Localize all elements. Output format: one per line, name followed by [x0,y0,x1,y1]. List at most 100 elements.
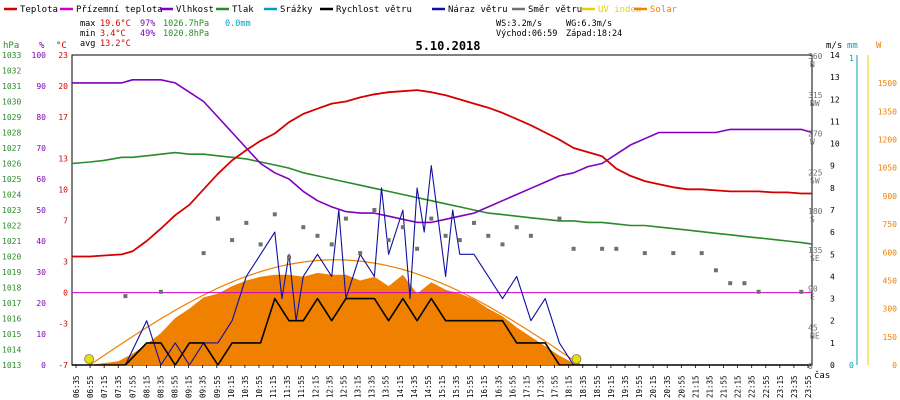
wind-direction-point [329,242,334,247]
legend-label: Srážky [280,5,313,15]
legend-label: Teplota [20,5,58,15]
axis-hpa-tick: 1031 [2,82,21,91]
axis-w-tick: 450 [883,276,898,285]
wind-direction-point [642,251,647,256]
series-tlak [71,151,813,245]
stats-block: max 19.6°C 97% 1026.7hPa 0.0mm min 3.4°C 49% 102… [80,19,622,49]
axis-mm-tick: 1 [849,54,854,63]
stats-value: 1020.8hPa [163,29,209,39]
x-tick-label: 18:35 [579,375,588,398]
axis-ms-tick: 8 [830,184,835,193]
wind-direction-point [372,208,377,212]
x-tick-label: 17:35 [537,375,546,398]
axis-dir-tick-label: NE [810,331,820,340]
axis-hpa-tick: 1026 [2,160,21,169]
axis-c-tick: 0 [63,289,68,298]
wind-direction-point [230,238,235,243]
x-tick-label: 19:35 [621,375,630,398]
legend-label: Náraz větru [448,5,508,15]
axis-dir-tick-label: NW [810,99,820,108]
axis-ms-tick: 4 [830,272,835,281]
x-tick-label: 16:55 [508,375,517,398]
x-tick-label: 08:15 [142,375,151,398]
series-vlhkost [72,79,813,224]
axis-hpa-tick: 1032 [2,67,21,76]
wind-direction-point [315,233,320,238]
axis-c-tick: 3 [63,258,68,267]
axis-pct-tick: 10 [36,330,46,339]
axis-hpa-tick: 1013 [2,361,21,370]
axis-mm-tick: 0 [849,361,854,370]
axis-mm-unit: mm [847,41,858,51]
wind-direction-point [215,216,220,221]
axis-hpa-tick: 1023 [2,206,21,215]
x-tick-label: 23:15 [776,375,785,398]
legend-label: Přízemní teplota [76,5,163,15]
axis-hpa-tick: 1017 [2,299,21,308]
axis-w-tick: 1350 [878,107,897,116]
axis-hpa-tick: 1018 [2,284,21,293]
axis-dir-tick-label: SW [810,176,820,185]
x-tick-label: 16:15 [480,375,489,398]
axis-ms-tick: 5 [830,250,835,259]
wind-direction-point [699,251,704,256]
stats-value: 19.6°C [100,19,131,29]
axis-c-tick: 20 [58,82,68,91]
axis-hpa-tick: 1027 [2,144,21,153]
axis-w-tick: 900 [883,192,898,201]
legend-label: Rychlost větru [336,5,412,15]
wind-direction-point [742,281,747,286]
x-tick-label: 11:35 [283,375,292,398]
axis-ms-tick: 14 [830,51,840,60]
axis-w-tick: 300 [883,305,898,314]
wind-direction-point [472,220,476,225]
axis-hpa-tick: 1014 [2,346,21,355]
x-tick-label: 12:35 [325,375,334,398]
x-tick-label: 09:55 [213,375,222,398]
legend-label: Tlak [232,5,254,15]
x-tick-label: 15:15 [438,375,447,398]
axis-c-tick: 17 [58,113,68,122]
axis-ms-tick: 3 [830,295,835,304]
series-naraz-vetru [72,165,812,366]
x-tick-label: 14:35 [410,375,419,398]
legend-label: Solar [650,5,678,15]
wind-direction-point [244,220,249,225]
x-tick-label: 08:35 [156,375,165,398]
axis-w-tick: 0 [892,361,897,370]
x-tick-label: 20:35 [663,375,672,398]
x-tick-label: 20:55 [677,375,686,398]
wind-direction-point [343,216,348,221]
axis-hpa-tick: 1019 [2,268,21,277]
x-tick-label: 14:55 [424,375,433,398]
axis-hpa-tick: 1024 [2,191,21,200]
wind-direction-point [713,268,718,273]
axis-w-unit: W [876,41,882,51]
x-tick-label: 21:15 [691,375,700,398]
wind-direction-point [728,281,733,286]
chart-title: 5.10.2018 [415,39,480,53]
axis-dir-tick-label: W [810,138,815,147]
stats-ws: WS:3.2m/s [496,19,542,29]
wind-direction-point [158,289,163,294]
axis-dir-tick-label: SE [810,254,820,263]
wind-direction-point [272,212,277,217]
stats-value: max [80,19,95,29]
wind-direction-point [614,246,619,251]
legend-label: Vlhkost [176,5,214,15]
axis-c-tick: 13 [58,154,68,163]
stats-value: 13.2°C [100,39,131,49]
x-tick-label: 15:55 [466,375,475,398]
axis-ms-tick: 12 [830,95,840,104]
axis-pct-unit: % [39,41,45,51]
x-tick-label: 22:55 [762,375,771,398]
wind-direction-point [415,246,420,251]
legend: Teplota Přízemní teplota Vlhkost Tlak Srážky… [4,5,678,15]
x-tick-label: 19:15 [607,375,616,398]
x-tick-label: 13:35 [368,375,377,398]
axis-w-tick: 750 [883,220,898,229]
x-tick-label: 23:35 [790,375,799,398]
axis-hpa-tick: 1030 [2,98,21,107]
x-tick-label: 07:55 [128,375,137,398]
stats-sunrise: Východ:06:59 [496,29,557,39]
